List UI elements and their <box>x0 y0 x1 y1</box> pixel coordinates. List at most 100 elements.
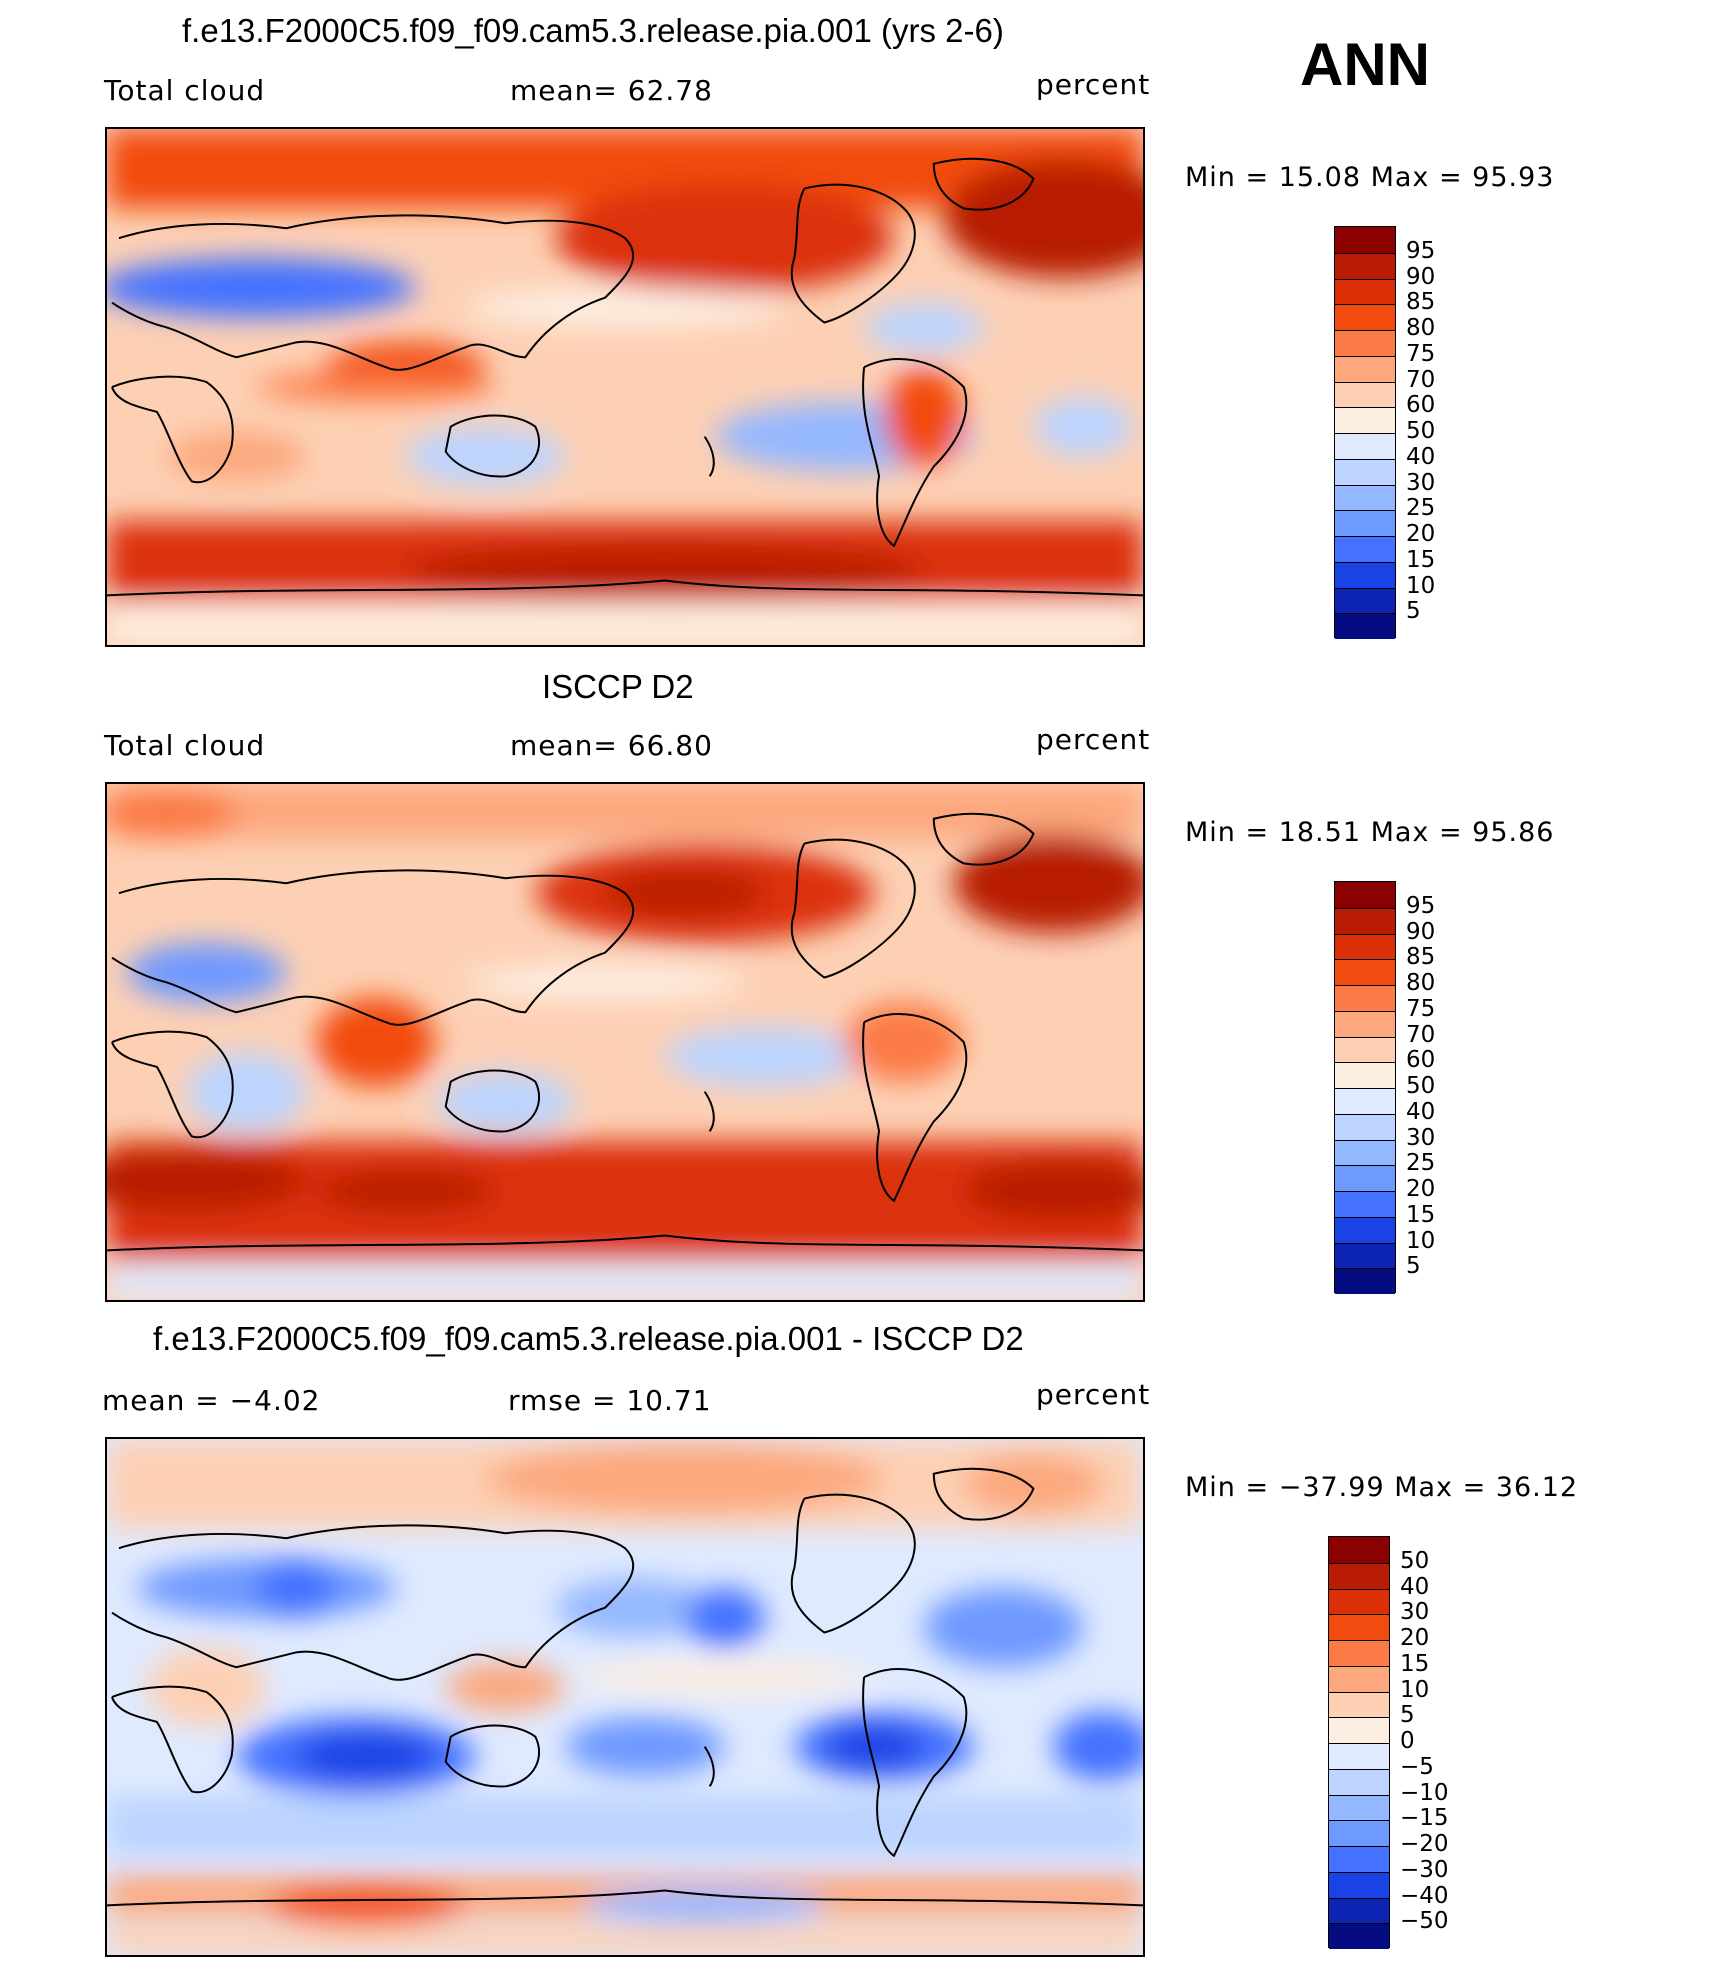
colorbar-tick-label: 30 <box>1400 1599 1430 1626</box>
colorbar-tick-label: 50 <box>1406 418 1436 444</box>
panel-3-contour-plot <box>107 1439 1143 1955</box>
colorbar-tick-label: 40 <box>1406 443 1436 470</box>
colorbar-tick-label: 85 <box>1406 289 1436 316</box>
colorbar-tick-label: 15 <box>1400 1650 1430 1677</box>
colorbar-tick-label: 0 <box>1400 1728 1415 1754</box>
colorbar-tick-label: −50 <box>1400 1908 1449 1935</box>
colorbar-tick-label: 5 <box>1400 1702 1415 1729</box>
colorbar-box <box>1335 561 1395 588</box>
colorbar-tick-label: 90 <box>1406 918 1436 945</box>
colorbar-box <box>1335 1036 1395 1063</box>
colorbar-tick-label: 95 <box>1406 237 1436 264</box>
colorbar-tick-label: 80 <box>1406 315 1436 341</box>
colorbar-tick-label: 50 <box>1406 1073 1436 1099</box>
panel-1-minmax: Min = 15.08 Max = 95.93 <box>1185 162 1555 193</box>
colorbar-box <box>1335 407 1395 433</box>
colorbar-tick-label: 15 <box>1406 1201 1436 1228</box>
panel-1-colorbar <box>1334 226 1396 639</box>
panel-1-units-label: percent <box>1036 68 1151 101</box>
colorbar-box <box>1335 1113 1395 1140</box>
colorbar-tick-label: 30 <box>1406 1124 1436 1151</box>
colorbar-box <box>1335 1062 1395 1088</box>
panel-3-rmse-label: rmse = 10.71 <box>508 1384 712 1417</box>
colorbar-box <box>1335 252 1395 279</box>
colorbar-box <box>1335 330 1395 356</box>
colorbar-tick-label: −10 <box>1400 1779 1449 1806</box>
panel-2-mean-label: mean= 66.80 <box>510 729 713 762</box>
colorbar-tick-label: 95 <box>1406 892 1436 919</box>
colorbar-tick-label: −15 <box>1400 1805 1449 1832</box>
panel-2-title: ISCCP D2 <box>542 668 694 705</box>
colorbar-box <box>1329 1846 1389 1872</box>
colorbar-box <box>1335 1191 1395 1217</box>
colorbar-tick-label: 20 <box>1406 521 1436 547</box>
colorbar-box <box>1329 1562 1389 1589</box>
colorbar-tick-label: −40 <box>1400 1882 1449 1909</box>
colorbar-box <box>1329 1665 1389 1692</box>
panel-1-title: f.e13.F2000C5.f09_f09.cam5.3.release.pia… <box>182 12 1004 49</box>
panel-2-variable-label: Total cloud <box>104 729 266 762</box>
colorbar-box <box>1329 1897 1389 1924</box>
colorbar-tick-label: 5 <box>1406 1253 1421 1280</box>
panel-1-mean-label: mean= 62.78 <box>510 74 713 107</box>
panel-3-colorbar <box>1328 1536 1390 1949</box>
colorbar-tick-label: 90 <box>1406 263 1436 290</box>
colorbar-tick-label: 20 <box>1406 1176 1436 1202</box>
colorbar-tick-label: 75 <box>1406 340 1436 367</box>
colorbar-box <box>1335 355 1395 382</box>
colorbar-box <box>1335 959 1395 985</box>
colorbar-tick-label: −30 <box>1400 1856 1449 1883</box>
panel-3-units-label: percent <box>1036 1378 1151 1411</box>
colorbar-box <box>1335 587 1395 614</box>
colorbar-box <box>1335 613 1395 639</box>
panel-3-coastlines <box>107 1467 1143 1907</box>
colorbar-tick-label: 80 <box>1406 970 1436 996</box>
colorbar-box <box>1335 985 1395 1011</box>
panel-2-units-label: percent <box>1036 723 1151 756</box>
panel-1-map <box>105 127 1145 647</box>
colorbar-tick-label: 70 <box>1406 366 1436 393</box>
panel-1-coastlines <box>107 157 1143 597</box>
colorbar-box <box>1335 1216 1395 1243</box>
colorbar-box <box>1329 1691 1389 1718</box>
colorbar-tick-label: 40 <box>1406 1098 1436 1125</box>
colorbar-box <box>1335 278 1395 305</box>
colorbar-box <box>1335 1088 1395 1114</box>
colorbar-tick-label: 50 <box>1400 1547 1430 1574</box>
colorbar-box <box>1335 1268 1395 1294</box>
panel-1-variable-label: Total cloud <box>104 74 266 107</box>
colorbar-box <box>1329 1794 1389 1821</box>
colorbar-tick-label: 75 <box>1406 995 1436 1022</box>
colorbar-tick-label: −5 <box>1400 1753 1434 1780</box>
colorbar-box <box>1335 381 1395 408</box>
colorbar-box <box>1335 304 1395 330</box>
colorbar-tick-label: 30 <box>1406 469 1436 496</box>
colorbar-tick-label: 40 <box>1400 1573 1430 1600</box>
colorbar-box <box>1335 1139 1395 1166</box>
colorbar-box <box>1329 1871 1389 1898</box>
colorbar-box <box>1329 1537 1389 1563</box>
colorbar-tick-label: 25 <box>1406 1150 1436 1177</box>
colorbar-box <box>1329 1614 1389 1640</box>
colorbar-tick-label: 10 <box>1400 1676 1430 1703</box>
colorbar-box <box>1329 1768 1389 1795</box>
colorbar-box <box>1335 1242 1395 1269</box>
colorbar-box <box>1335 933 1395 960</box>
colorbar-tick-label: 85 <box>1406 944 1436 971</box>
colorbar-box <box>1335 458 1395 485</box>
colorbar-box <box>1329 1588 1389 1615</box>
colorbar-tick-label: 20 <box>1400 1625 1430 1651</box>
colorbar-box <box>1329 1923 1389 1949</box>
colorbar-box <box>1335 510 1395 536</box>
colorbar-box <box>1329 1640 1389 1666</box>
panel-2-coastlines <box>107 812 1143 1252</box>
season-label: ANN <box>1300 31 1430 98</box>
colorbar-box <box>1335 907 1395 934</box>
panel-2-minmax: Min = 18.51 Max = 95.86 <box>1185 817 1555 848</box>
colorbar-tick-label: 60 <box>1406 392 1436 419</box>
colorbar-box <box>1329 1717 1389 1743</box>
colorbar-tick-label: 15 <box>1406 546 1436 573</box>
colorbar-box <box>1335 882 1395 908</box>
panel-3-title: f.e13.F2000C5.f09_f09.cam5.3.release.pia… <box>153 1320 1024 1357</box>
colorbar-tick-label: 10 <box>1406 1227 1436 1254</box>
